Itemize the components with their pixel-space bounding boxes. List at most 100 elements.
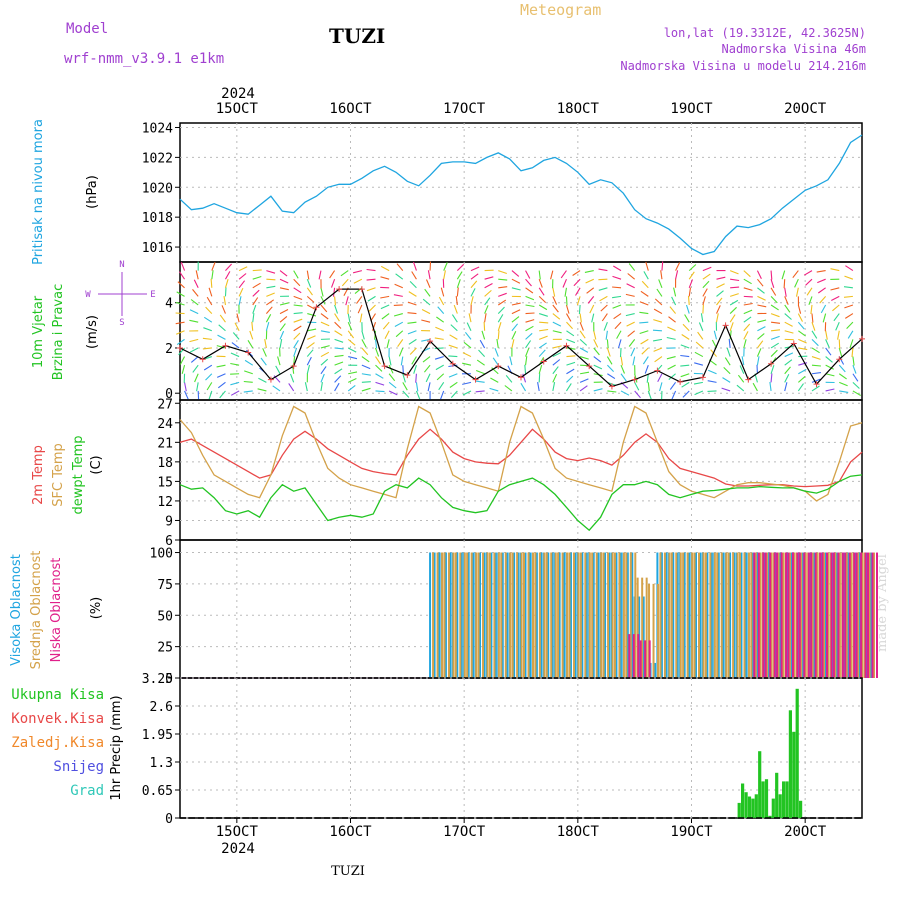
wind-vector (511, 323, 519, 332)
precip-legend-item: Ukupna Kisa (11, 687, 104, 703)
wind-vector (511, 302, 521, 306)
wind-vector (266, 292, 275, 297)
wind-vector (770, 342, 779, 349)
wind-vector (288, 383, 295, 392)
wind-vector (380, 304, 390, 310)
wind-vector (498, 278, 508, 281)
wind-vector (203, 327, 213, 332)
wind-vector (221, 305, 226, 314)
wind-vector (334, 382, 340, 392)
wind-vector (667, 364, 676, 370)
wind-vector (334, 304, 339, 314)
wind-vector (408, 338, 417, 345)
wind-vector (682, 323, 690, 332)
wind-vector (293, 278, 301, 287)
top-tick-label: 18OCT (557, 101, 600, 117)
cloud-label-low: Niska Oblacnost (49, 558, 64, 663)
wind-vector (819, 296, 827, 304)
compass-n: N (119, 260, 124, 270)
wind-vector (456, 271, 463, 280)
wind-gust-marker (381, 363, 388, 370)
wind-vector (489, 387, 499, 392)
wind-vector (743, 287, 753, 291)
temp-label-2m: 2m Temp (31, 445, 46, 505)
wind-vector (639, 311, 649, 315)
wind-vector (293, 325, 302, 332)
wind-vector (811, 378, 821, 383)
wind-vector (464, 331, 472, 340)
wind-vector (642, 356, 649, 365)
wind-vector (520, 382, 527, 392)
wind-vector (490, 377, 499, 383)
wind-vector (249, 330, 254, 340)
wind-vector (347, 313, 351, 323)
precip-bar (792, 731, 796, 818)
wind-vector (811, 321, 816, 331)
wind-vector (413, 364, 417, 374)
wind-vector (279, 270, 288, 277)
wind-vector (797, 321, 805, 330)
lonlat: lon,lat (19.3312E, 42.3625N) (664, 26, 866, 40)
wind-vector (770, 287, 777, 296)
wind-vector (702, 273, 711, 280)
wind-vector (606, 364, 614, 372)
wind-vector (593, 330, 597, 340)
wind-vector (525, 340, 532, 349)
wind-vector (852, 356, 855, 366)
wind-vector (617, 339, 622, 349)
precip-legend-item: Grad (70, 783, 104, 799)
wind-vector (306, 270, 310, 280)
wind-vector (830, 287, 840, 291)
wind-vector (436, 373, 445, 381)
wind-vector (538, 270, 541, 280)
year-top: 2024 (221, 86, 255, 102)
wind-vector (511, 316, 520, 323)
wind-vector (716, 290, 724, 297)
wind-vector (552, 313, 561, 320)
wind-ytick-label: 4 (165, 297, 173, 312)
wind-vector (634, 382, 640, 391)
wind-vector (798, 362, 808, 366)
precip-bar (771, 798, 775, 818)
precip-legend-item: Konvek.Kisa (11, 711, 104, 727)
compass-w: W (85, 290, 91, 300)
wind-vector (681, 381, 690, 388)
wind-vector (716, 297, 723, 306)
wind-vector (347, 347, 357, 353)
wind-vector (320, 330, 330, 333)
wind-vector (817, 287, 826, 294)
wind-vector (671, 390, 677, 400)
wind-vector (475, 390, 485, 393)
wind-vector (381, 313, 390, 320)
wind-vector (375, 381, 385, 386)
wind-vector (525, 319, 535, 323)
wind-vector (402, 373, 406, 383)
wind-vector (680, 354, 690, 358)
wind-vector (407, 301, 417, 306)
wind-vector (538, 304, 548, 311)
wind-vector (707, 369, 717, 375)
wind-vector (538, 364, 543, 374)
pressure-ytick-label: 1024 (142, 121, 173, 136)
wind-vector (306, 342, 315, 349)
wind-vector (412, 261, 417, 271)
wind-vector (756, 278, 764, 287)
wind-vector (591, 313, 595, 323)
wind-vector (784, 304, 791, 313)
wind-vector (552, 287, 556, 297)
wind-vector (224, 271, 231, 280)
wind-vector (770, 296, 778, 304)
wind-vector (645, 261, 649, 271)
wind-vector (511, 309, 521, 315)
wind-vector (539, 328, 549, 332)
wind-vector (716, 283, 725, 289)
wind-vector (566, 355, 576, 358)
wind-vector (334, 361, 344, 366)
wind-vector (247, 340, 254, 349)
wind-vector (620, 364, 626, 374)
wind-vector (695, 341, 704, 349)
wind-vector (223, 296, 227, 306)
wind-vector (217, 381, 226, 389)
wind-vector (784, 366, 791, 375)
wind-vector (511, 331, 517, 340)
